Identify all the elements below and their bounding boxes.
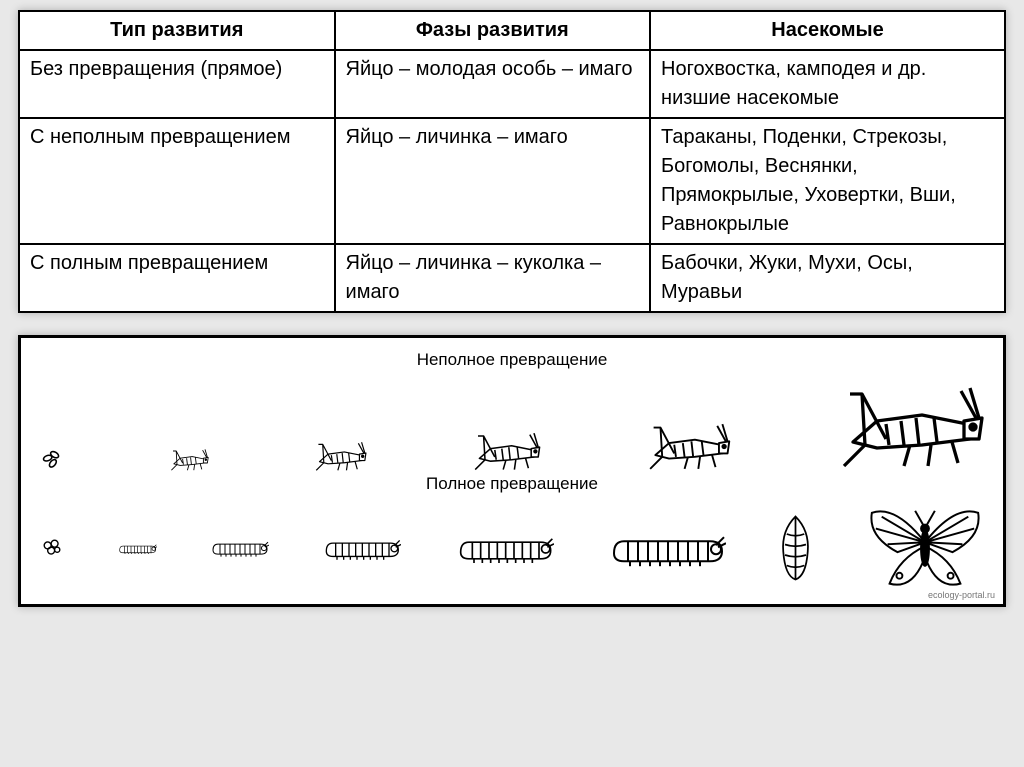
cell-type: С неполным превращением bbox=[19, 118, 335, 244]
pupa-icon bbox=[778, 513, 813, 583]
cell-phases: Яйцо – личинка – имаго bbox=[335, 118, 651, 244]
table-row: Без превращения (прямое) Яйцо – молодая … bbox=[19, 50, 1005, 118]
cell-phases: Яйцо – личинка – куколка – имаго bbox=[335, 244, 651, 312]
egg-cluster-icon bbox=[39, 535, 65, 561]
cell-insects: Тараканы, Поденки, Стрекозы, Богомолы, В… bbox=[650, 118, 1005, 244]
cell-phases: Яйцо – молодая особь – имаго bbox=[335, 50, 651, 118]
cell-insects: Бабочки, Жуки, Мухи, Осы, Муравьи bbox=[650, 244, 1005, 312]
header-type: Тип развития bbox=[19, 11, 335, 50]
metamorphosis-diagram: Неполное превращение bbox=[18, 335, 1006, 607]
grasshopper-icon bbox=[835, 379, 985, 472]
cell-type: Без превращения (прямое) bbox=[19, 50, 335, 118]
complete-metamorphosis-row bbox=[35, 500, 989, 596]
cell-insects: Ногохвостка, камподея и др. низшие насек… bbox=[650, 50, 1005, 118]
caterpillar-icon bbox=[606, 529, 726, 567]
header-phases: Фазы развития bbox=[335, 11, 651, 50]
image-credit: ecology-portal.ru bbox=[928, 590, 995, 600]
grasshopper-icon bbox=[313, 439, 367, 472]
header-insects: Насекомые bbox=[650, 11, 1005, 50]
incomplete-metamorphosis-row bbox=[35, 376, 989, 472]
cell-type: С полным превращением bbox=[19, 244, 335, 312]
caterpillar-icon bbox=[454, 532, 554, 564]
grasshopper-icon bbox=[169, 447, 209, 472]
development-types-table-container: Тип развития Фазы развития Насекомые Без… bbox=[18, 10, 1006, 313]
butterfly-icon bbox=[865, 499, 985, 597]
development-types-table: Тип развития Фазы развития Насекомые Без… bbox=[18, 10, 1006, 313]
complete-metamorphosis-title: Полное превращение bbox=[35, 474, 989, 494]
table-row: С неполным превращением Яйцо – личинка –… bbox=[19, 118, 1005, 244]
table-row: С полным превращением Яйцо – личинка – к… bbox=[19, 244, 1005, 312]
egg-cluster-icon bbox=[39, 446, 65, 472]
grasshopper-icon bbox=[471, 429, 541, 472]
caterpillar-icon bbox=[117, 542, 157, 555]
caterpillar-icon bbox=[209, 538, 269, 557]
incomplete-metamorphosis-title: Неполное превращение bbox=[35, 350, 989, 370]
caterpillar-icon bbox=[321, 535, 401, 561]
grasshopper-icon bbox=[645, 419, 731, 472]
